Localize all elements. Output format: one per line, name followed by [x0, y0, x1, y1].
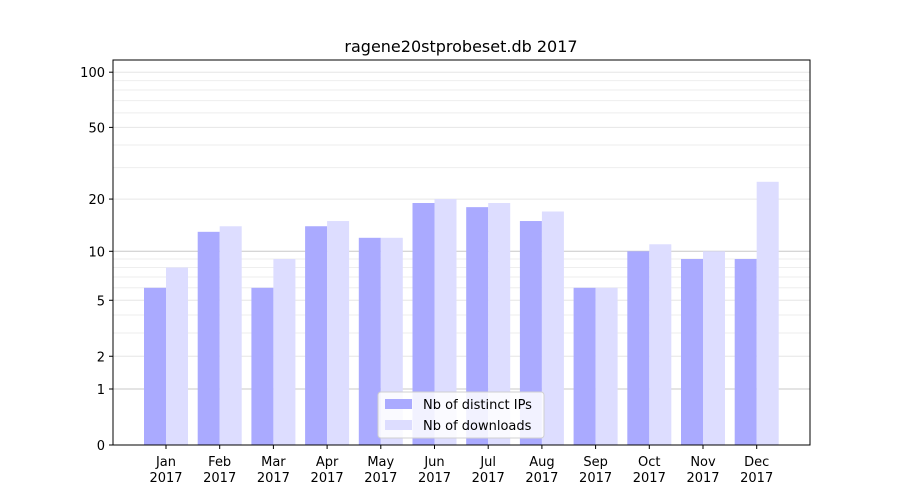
bar-downloads	[541, 211, 564, 445]
bar-distinct-ips	[573, 287, 596, 445]
x-tick-label: Aug 2017	[525, 455, 558, 486]
bar-distinct-ips	[412, 203, 435, 445]
x-tick-label: Sep 2017	[579, 455, 612, 486]
legend-label: Nb of distinct IPs	[423, 398, 532, 413]
bar-downloads	[649, 244, 672, 445]
bar-downloads	[219, 226, 242, 445]
bar-distinct-ips	[251, 287, 274, 445]
bar-distinct-ips	[197, 231, 220, 445]
bar-distinct-ips	[734, 259, 757, 445]
y-tick-label: 1	[97, 383, 105, 398]
legend-box	[377, 391, 545, 439]
x-tick-label: May 2017	[364, 455, 397, 486]
y-tick-label: 20	[88, 193, 105, 208]
bar-distinct-ips	[681, 259, 703, 445]
bar-downloads	[488, 203, 511, 445]
bar-distinct-ips	[519, 221, 542, 445]
x-tick-label: Apr 2017	[311, 455, 344, 486]
legend-label: Nb of downloads	[423, 419, 532, 434]
bar-downloads	[703, 251, 725, 445]
bar-distinct-ips	[305, 226, 328, 445]
bar-downloads	[595, 287, 618, 445]
bar-distinct-ips	[466, 207, 489, 445]
y-tick-label: 10	[88, 245, 105, 260]
bar-distinct-ips	[358, 237, 381, 445]
bar-downloads	[756, 181, 779, 446]
bar-downloads	[327, 221, 350, 445]
legend-swatch	[385, 399, 412, 409]
bar-downloads	[166, 267, 188, 445]
x-tick-label: Oct 2017	[633, 455, 666, 486]
bar-downloads	[434, 199, 457, 445]
y-tick-label: 0	[97, 439, 105, 454]
y-tick-label: 50	[88, 121, 105, 136]
bar-distinct-ips	[627, 251, 650, 445]
legend: Nb of distinct IPs Nb of downloads	[377, 391, 545, 439]
bar-downloads	[273, 259, 296, 445]
bar-distinct-ips	[144, 287, 166, 445]
x-tick-label: Nov 2017	[686, 455, 719, 486]
plot-frame	[112, 59, 811, 446]
x-tick-label: Jun 2017	[418, 455, 451, 486]
x-tick-label: Feb 2017	[203, 455, 236, 486]
x-tick-label: Mar 2017	[257, 455, 290, 486]
legend-swatch	[385, 420, 412, 430]
y-tick-label: 5	[97, 294, 105, 309]
y-tick-label: 2	[97, 350, 105, 365]
x-tick-label: Jan 2017	[149, 455, 182, 486]
x-tick-label: Dec 2017	[740, 455, 773, 486]
x-tick-label: Jul 2017	[472, 455, 505, 486]
chart-title: ragene20stprobeset.db 2017	[344, 37, 577, 56]
y-tick-label: 100	[80, 66, 105, 81]
